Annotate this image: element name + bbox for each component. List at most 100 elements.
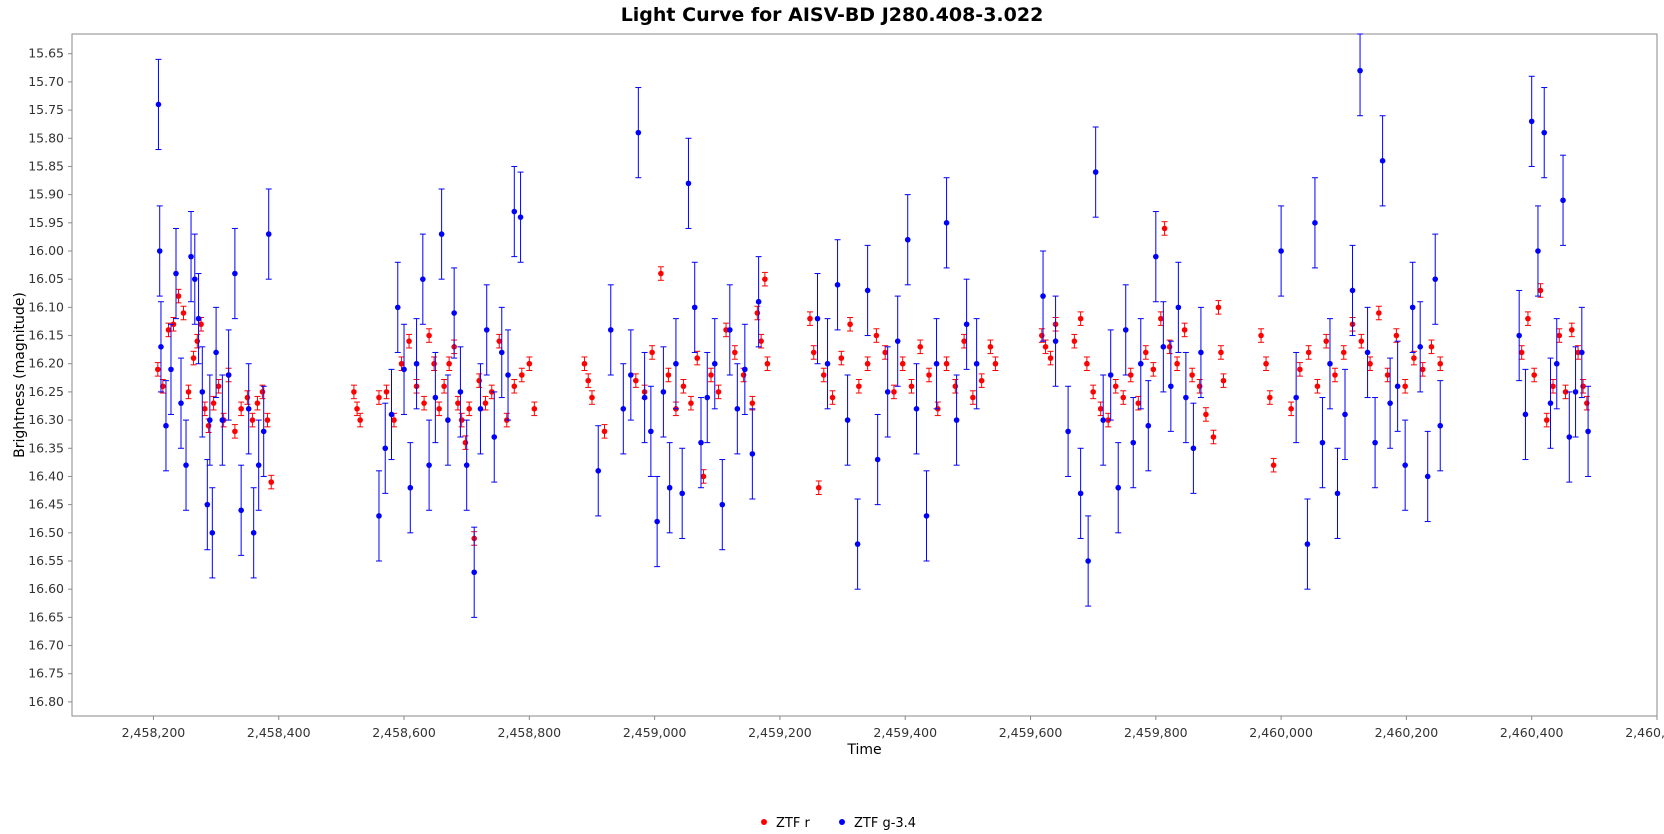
data-point [1409, 304, 1416, 311]
data-point [874, 456, 881, 463]
data-point [1556, 332, 1563, 339]
data-point [265, 231, 272, 237]
data-point [1263, 360, 1269, 367]
data-point [755, 298, 762, 305]
data-point [758, 338, 764, 344]
data-point [156, 248, 163, 254]
data-point [1278, 248, 1284, 254]
data-point [476, 377, 483, 384]
data-point [815, 484, 822, 491]
data-point [658, 270, 664, 277]
data-point [620, 406, 627, 412]
data-point [163, 422, 169, 429]
data-point [1585, 428, 1591, 435]
data-point [445, 417, 451, 423]
data-point [155, 101, 162, 108]
data-point [1090, 389, 1096, 395]
x-axis-label: Time [846, 742, 881, 758]
data-point [471, 569, 478, 576]
data-point [829, 394, 836, 401]
data-point [175, 293, 182, 299]
data-point [1153, 253, 1159, 260]
data-point [649, 349, 655, 356]
data-point [398, 360, 405, 367]
data-point [1437, 360, 1444, 367]
data-point [978, 377, 985, 384]
data-point [633, 377, 639, 384]
data-point [1158, 315, 1164, 322]
data-point [1161, 225, 1168, 232]
data-point [1166, 344, 1173, 350]
data-point [973, 360, 980, 367]
y-tick-label: 15.70 [28, 74, 64, 89]
data-point [1130, 439, 1137, 446]
data-point [376, 394, 382, 401]
x-tick-label: 2,460,000 [1249, 725, 1313, 740]
data-point [232, 270, 238, 277]
data-point [1145, 422, 1152, 429]
data-point [244, 394, 251, 401]
data-point [180, 310, 187, 316]
data-point [1305, 349, 1312, 356]
data-point [1270, 462, 1277, 468]
data-point [904, 236, 911, 243]
y-tick-label: 15.85 [28, 158, 64, 173]
data-point [1531, 372, 1538, 378]
data-point [1258, 332, 1264, 339]
data-point [1120, 394, 1127, 401]
data-point [426, 332, 432, 339]
data-point [1160, 344, 1167, 350]
data-point [1332, 372, 1338, 378]
data-point [628, 372, 634, 378]
data-point [641, 394, 648, 401]
y-tick-label: 16.00 [28, 243, 64, 258]
data-point [734, 406, 741, 412]
y-tick-label: 16.05 [28, 271, 64, 286]
data-point [1376, 310, 1382, 316]
data-point [401, 366, 407, 373]
y-tick-label: 16.30 [28, 412, 64, 427]
data-point [933, 360, 940, 367]
data-point [1115, 484, 1122, 491]
data-point [1560, 197, 1566, 204]
data-point [232, 428, 238, 435]
data-point [648, 428, 654, 435]
data-point [1394, 383, 1401, 390]
data-point [420, 276, 426, 282]
data-point [913, 406, 920, 412]
data-point [660, 389, 667, 395]
data-point [1372, 439, 1378, 446]
data-point [581, 360, 588, 367]
data-point [436, 406, 442, 412]
data-point [225, 372, 232, 378]
data-point [255, 462, 262, 468]
x-tick-label: 2,458,800 [498, 725, 562, 740]
data-point [498, 349, 505, 356]
y-tick-label: 16.25 [28, 384, 64, 399]
data-point [451, 310, 457, 316]
data-point [1553, 360, 1560, 367]
data-point [1137, 360, 1144, 367]
data-point [496, 338, 503, 344]
data-point [856, 383, 862, 390]
data-point [1419, 366, 1426, 373]
data-point [1364, 349, 1371, 356]
data-point [679, 490, 685, 497]
y-tick-label: 16.70 [28, 638, 64, 653]
data-point [1358, 338, 1365, 344]
data-point [688, 400, 694, 406]
data-point [391, 417, 397, 423]
chart-title: Light Curve for AISV-BD J280.408-3.022 [620, 4, 1044, 26]
data-point [1085, 558, 1091, 564]
data-point [238, 406, 244, 412]
data-point [1579, 349, 1585, 356]
data-point [432, 394, 439, 401]
data-point [1304, 541, 1311, 547]
data-point [711, 360, 718, 367]
data-point [884, 389, 891, 395]
data-point [1189, 372, 1195, 378]
data-point [1522, 411, 1529, 418]
data-point [1428, 344, 1435, 350]
data-point [1319, 439, 1326, 446]
